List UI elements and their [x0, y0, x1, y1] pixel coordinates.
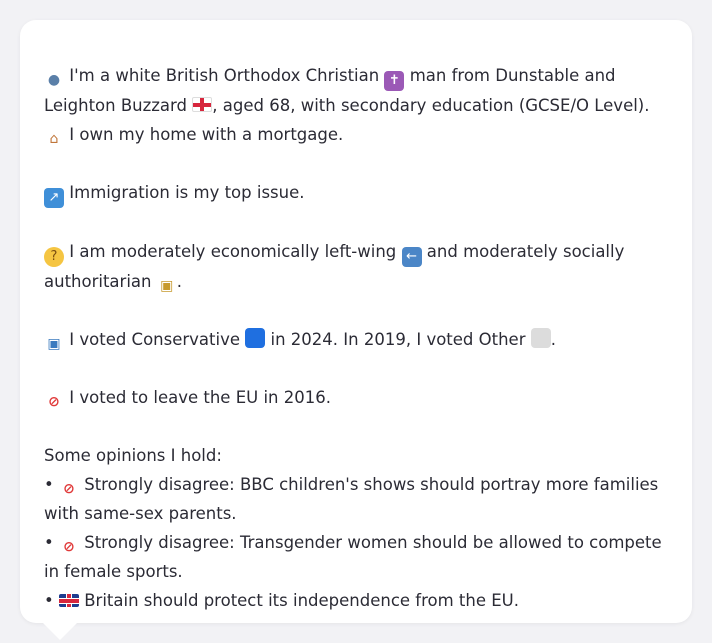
profile-paragraph: ● I'm a white British Orthodox Christian…: [44, 61, 668, 149]
brexit-text: I voted to leave the EU in 2016.: [69, 388, 331, 407]
opinion-item: • ⊘ Strongly disagree: Transgender women…: [44, 528, 668, 586]
profile-text-a: I'm a white British Orthodox Christian: [69, 66, 380, 85]
white-square-icon: [530, 328, 551, 348]
bullet: •: [44, 533, 54, 552]
votes-text-c: .: [550, 330, 556, 349]
opinion-item: • ⊘ Strongly disagree: BBC children's sh…: [44, 470, 668, 528]
uk-flag-icon: [58, 594, 79, 607]
passport-control-icon: ↗: [44, 188, 64, 208]
prohibited-icon: ⊘: [48, 394, 60, 410]
profile-text-b: man from Dunstable and Leighton Buzzard: [44, 66, 616, 115]
opinion-text: Strongly disagree: BBC children's shows …: [44, 475, 659, 523]
thinking-face-icon: ?: [44, 247, 64, 267]
bullet: •: [44, 475, 54, 494]
profile-text-d: I own my home with a mortgage.: [69, 125, 344, 144]
votes-paragraph: ▣ I voted Conservative in 2024. In 2019,…: [44, 325, 668, 354]
brexit-paragraph: ⊘ I voted to leave the EU in 2016.: [44, 383, 668, 412]
top-issue-text: Immigration is my top issue.: [69, 183, 305, 202]
opinions-heading: Some opinions I hold:: [44, 446, 222, 465]
votes-text-b: in 2024. In 2019, I voted Other: [270, 330, 526, 349]
opinion-text: Strongly disagree: Transgender women sho…: [44, 533, 662, 581]
profile-text-c: , aged 68, with secondary education (GCS…: [212, 96, 650, 115]
england-flag-icon: [192, 97, 213, 112]
person-icon: ●: [47, 72, 61, 88]
opinion-item: • Britain should protect its independenc…: [44, 586, 668, 615]
latin-cross-icon: ✝: [384, 71, 405, 91]
opinion-text: Britain should protect its independence …: [84, 591, 520, 610]
message-bubble: ● I'm a white British Orthodox Christian…: [20, 20, 692, 623]
prohibited-icon: ⊘: [63, 539, 75, 555]
top-issue-paragraph: ↗ Immigration is my top issue.: [44, 178, 668, 208]
ideology-text-a: I am moderately economically left-wing: [69, 242, 397, 261]
bubble-tail: [42, 622, 78, 640]
ideology-text-b: and moderately socially authoritarian: [44, 242, 625, 291]
left-arrow-icon: ←: [401, 247, 422, 267]
house-icon: ⌂: [49, 131, 59, 147]
ideology-text-c: .: [176, 272, 182, 291]
prohibited-icon: ⊘: [63, 481, 75, 497]
lock-icon: ▣: [160, 278, 174, 294]
blue-square-icon: [245, 328, 266, 348]
votes-text-a: I voted Conservative: [69, 330, 241, 349]
ideology-paragraph: ? I am moderately economically left-wing…: [44, 237, 668, 296]
bullet: •: [44, 591, 54, 610]
ballot-box-icon: ▣: [47, 336, 61, 352]
